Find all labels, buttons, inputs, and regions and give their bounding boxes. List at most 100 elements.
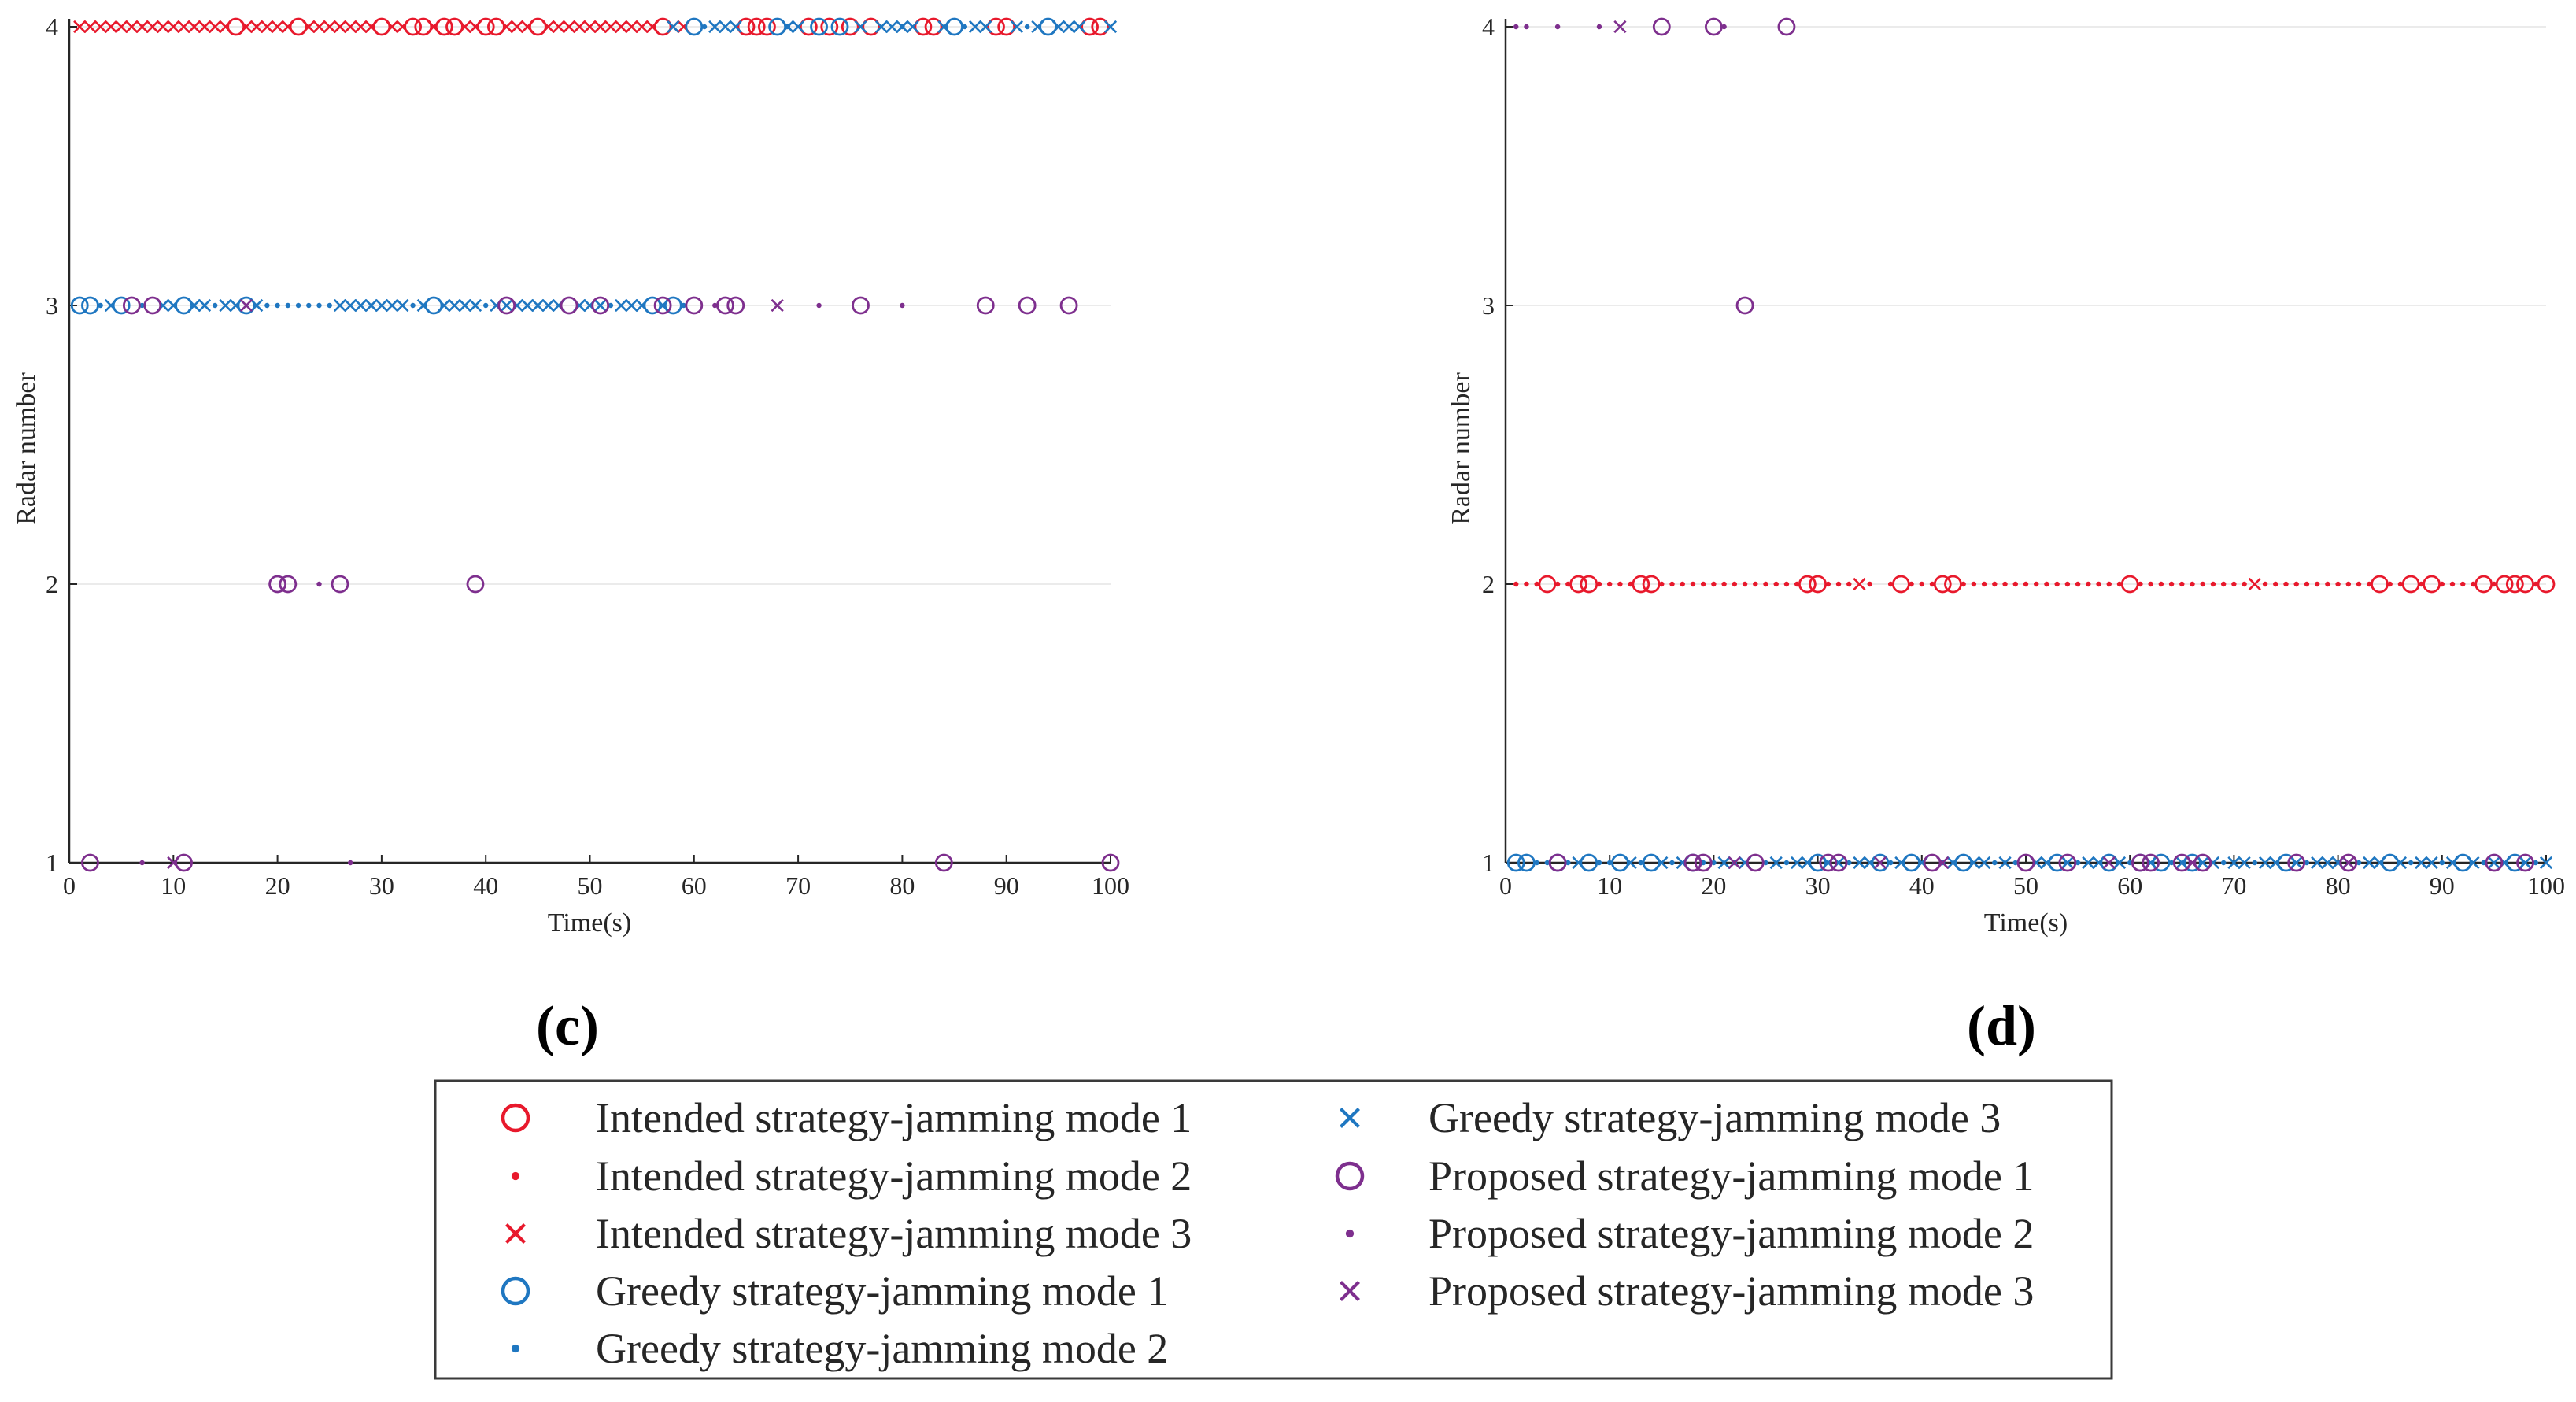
panel-d-point-greedy-mode-2	[1607, 860, 1613, 866]
panel-c-x-tick-label: 40	[473, 871, 498, 900]
panel-d-point-greedy-mode-1	[2453, 853, 2472, 872]
panel-d-x-tick-label: 20	[1701, 871, 1726, 900]
panel-d-point-proposed-mode-2	[1513, 24, 1519, 30]
panel-d-x-axis-label: Time(s)	[1984, 908, 2068, 938]
panel-d-label: (d)	[1967, 994, 2036, 1057]
panel-c-point-greedy-mode-3	[198, 298, 212, 313]
panel-d-point-greedy-mode-3	[2445, 856, 2460, 870]
panel-d-point-greedy-mode-2	[2439, 860, 2445, 866]
panel-d-point-intended-mode-2	[2449, 581, 2456, 587]
panel-c-point-greedy-mode-1	[424, 296, 443, 315]
panel-d-x-tick-label: 80	[2326, 871, 2351, 900]
panel-d-point-intended-mode-2	[2168, 581, 2175, 587]
panel-c-point-intended-mode-1	[372, 17, 391, 36]
panel-d-x-tick-label: 40	[1909, 871, 1935, 900]
panel-d-point-proposed-mode-1	[1694, 853, 1713, 872]
panel-c-point-greedy-mode-1	[643, 296, 662, 315]
panel-d-point-proposed-mode-1	[2516, 853, 2534, 872]
panel-d-y-tick-label: 2	[1482, 570, 1495, 598]
panel-c-point-greedy-mode-3	[968, 20, 982, 34]
panel-d-point-intended-mode-2	[1783, 581, 1790, 587]
panel-d-point-intended-mode-2	[2179, 581, 2185, 587]
panel-c-point-greedy-mode-2	[962, 24, 967, 30]
panel-c-plot: 0 10 20 30 40 50 60 70 80 90 100 1 2 3 4 Time(s) Rada…	[12, 13, 1129, 1057]
panel-c-point-greedy-mode-2	[701, 24, 708, 30]
panel-c-point-intended-mode-3	[364, 20, 378, 34]
panel-d-y-tick-label: 1	[1482, 849, 1495, 877]
legend-marker-proposed-x	[1340, 1281, 1360, 1301]
panel-d-point-greedy-mode-1	[1611, 853, 1629, 872]
panel-d-x-tick-label: 90	[2430, 871, 2455, 900]
panel-d-point-greedy-mode-2	[1638, 860, 1644, 866]
panel-c-point-greedy-mode-1	[70, 296, 89, 315]
panel-c-point-greedy-mode-3	[541, 298, 555, 313]
panel-d-point-greedy-mode-2	[2252, 860, 2258, 866]
panel-c-point-greedy-mode-2	[608, 302, 614, 309]
panel-d-gridlines	[1506, 26, 2546, 864]
panel-d-point-proposed-mode-2	[1596, 24, 1602, 30]
panel-c-point-greedy-mode-2	[264, 302, 270, 309]
panel-d-point-greedy-mode-3	[2060, 856, 2074, 870]
panel-c-point-intended-mode-1	[289, 17, 308, 36]
panel-c-point-greedy-mode-3	[719, 20, 732, 34]
panel-c-point-intended-mode-3	[209, 20, 222, 34]
panel-d-point-greedy-mode-2	[1700, 860, 1706, 866]
panel-c-point-greedy-mode-1	[81, 296, 99, 315]
panel-d-point-greedy-mode-3	[2269, 856, 2282, 870]
panel-d-point-intended-mode-2	[1846, 581, 1852, 587]
panel-c-point-greedy-mode-3	[229, 298, 242, 313]
panel-d-point-intended-mode-2	[1732, 581, 1738, 587]
panel-c-point-greedy-mode-3	[791, 20, 805, 34]
panel-d-point-greedy-mode-1	[2152, 853, 2171, 872]
panel-d-point-greedy-mode-3	[2393, 856, 2408, 870]
legend-entry-label: Greedy strategy-jamming mode 1	[596, 1267, 1168, 1315]
panel-d-point-greedy-mode-2	[1763, 860, 1768, 866]
panel-c-point-greedy-mode-1	[945, 17, 963, 36]
panel-d-point-intended-mode-1	[1642, 575, 1661, 594]
panel-c-y-tick-label: 2	[46, 570, 58, 598]
panel-c-x-tick-label: 90	[994, 871, 1019, 900]
panel-d-point-proposed-mode-1	[2339, 853, 2358, 872]
panel-c-point-intended-mode-1	[1091, 17, 1110, 36]
legend-entry-label: Intended strategy-jamming mode 1	[596, 1094, 1192, 1141]
legend-marker-intended-circle	[501, 1103, 530, 1133]
panel-c-point-intended-mode-3	[312, 20, 326, 34]
panel-d-point-greedy-mode-3	[1894, 856, 1908, 870]
panel-d-point-intended-mode-1	[1580, 575, 1598, 594]
panel-c-x-tick-label: 30	[369, 871, 394, 900]
panel-d-point-intended-mode-2	[2054, 581, 2060, 587]
panel-d-point-greedy-mode-3	[1717, 856, 1731, 870]
panel-c-point-proposed-mode-1	[591, 296, 610, 315]
panel-c-point-greedy-mode-3	[386, 298, 399, 313]
panel-c-y-axis-label: Radar number	[12, 372, 41, 525]
panel-d-point-greedy-mode-2	[2304, 860, 2310, 866]
panel-c-axes	[68, 19, 1111, 864]
panel-d-point-intended-mode-2	[1617, 581, 1623, 587]
panel-c-y-tick-label: 3	[46, 291, 58, 320]
panel-d-point-intended-mode-2	[1659, 581, 1665, 587]
panel-c-x-axis-label: Time(s)	[548, 908, 631, 938]
panel-d-point-intended-mode-2	[1794, 581, 1800, 587]
panel-d-point-intended-mode-2	[2220, 581, 2227, 587]
panel-d-point-intended-mode-2	[1981, 581, 1987, 587]
panel-d-x-tick-label: 60	[2117, 871, 2142, 900]
panel-d-point-intended-mode-2	[2138, 581, 2143, 587]
panel-c-point-intended-mode-1	[820, 17, 839, 36]
panel-d-point-greedy-mode-2	[2356, 860, 2362, 866]
panel-c-point-intended-mode-1	[487, 17, 505, 36]
panel-d-point-proposed-mode-1	[1777, 17, 1796, 36]
panel-d-point-proposed-mode-1	[1746, 853, 1765, 872]
panel-c-point-intended-mode-1	[1081, 17, 1099, 36]
panel-d-point-intended-mode-2	[1867, 581, 1872, 587]
panel-d-point-greedy-mode-3	[2539, 856, 2553, 870]
panel-d-point-intended-mode-2	[1742, 581, 1748, 587]
panel-d-point-greedy-mode-3	[1801, 856, 1814, 870]
panel-d-point-intended-mode-2	[2335, 581, 2341, 587]
panel-d-point-greedy-mode-3	[2519, 856, 2532, 870]
panel-d-point-intended-mode-2	[2023, 581, 2029, 587]
panel-c-point-intended-mode-1	[476, 17, 495, 36]
panel-d-point-intended-mode-2	[2075, 581, 2081, 587]
panel-c-point-greedy-mode-3	[667, 20, 680, 34]
panel-c-point-proposed-mode-1	[143, 296, 162, 315]
panel-d-point-intended-mode-2	[2262, 581, 2268, 587]
